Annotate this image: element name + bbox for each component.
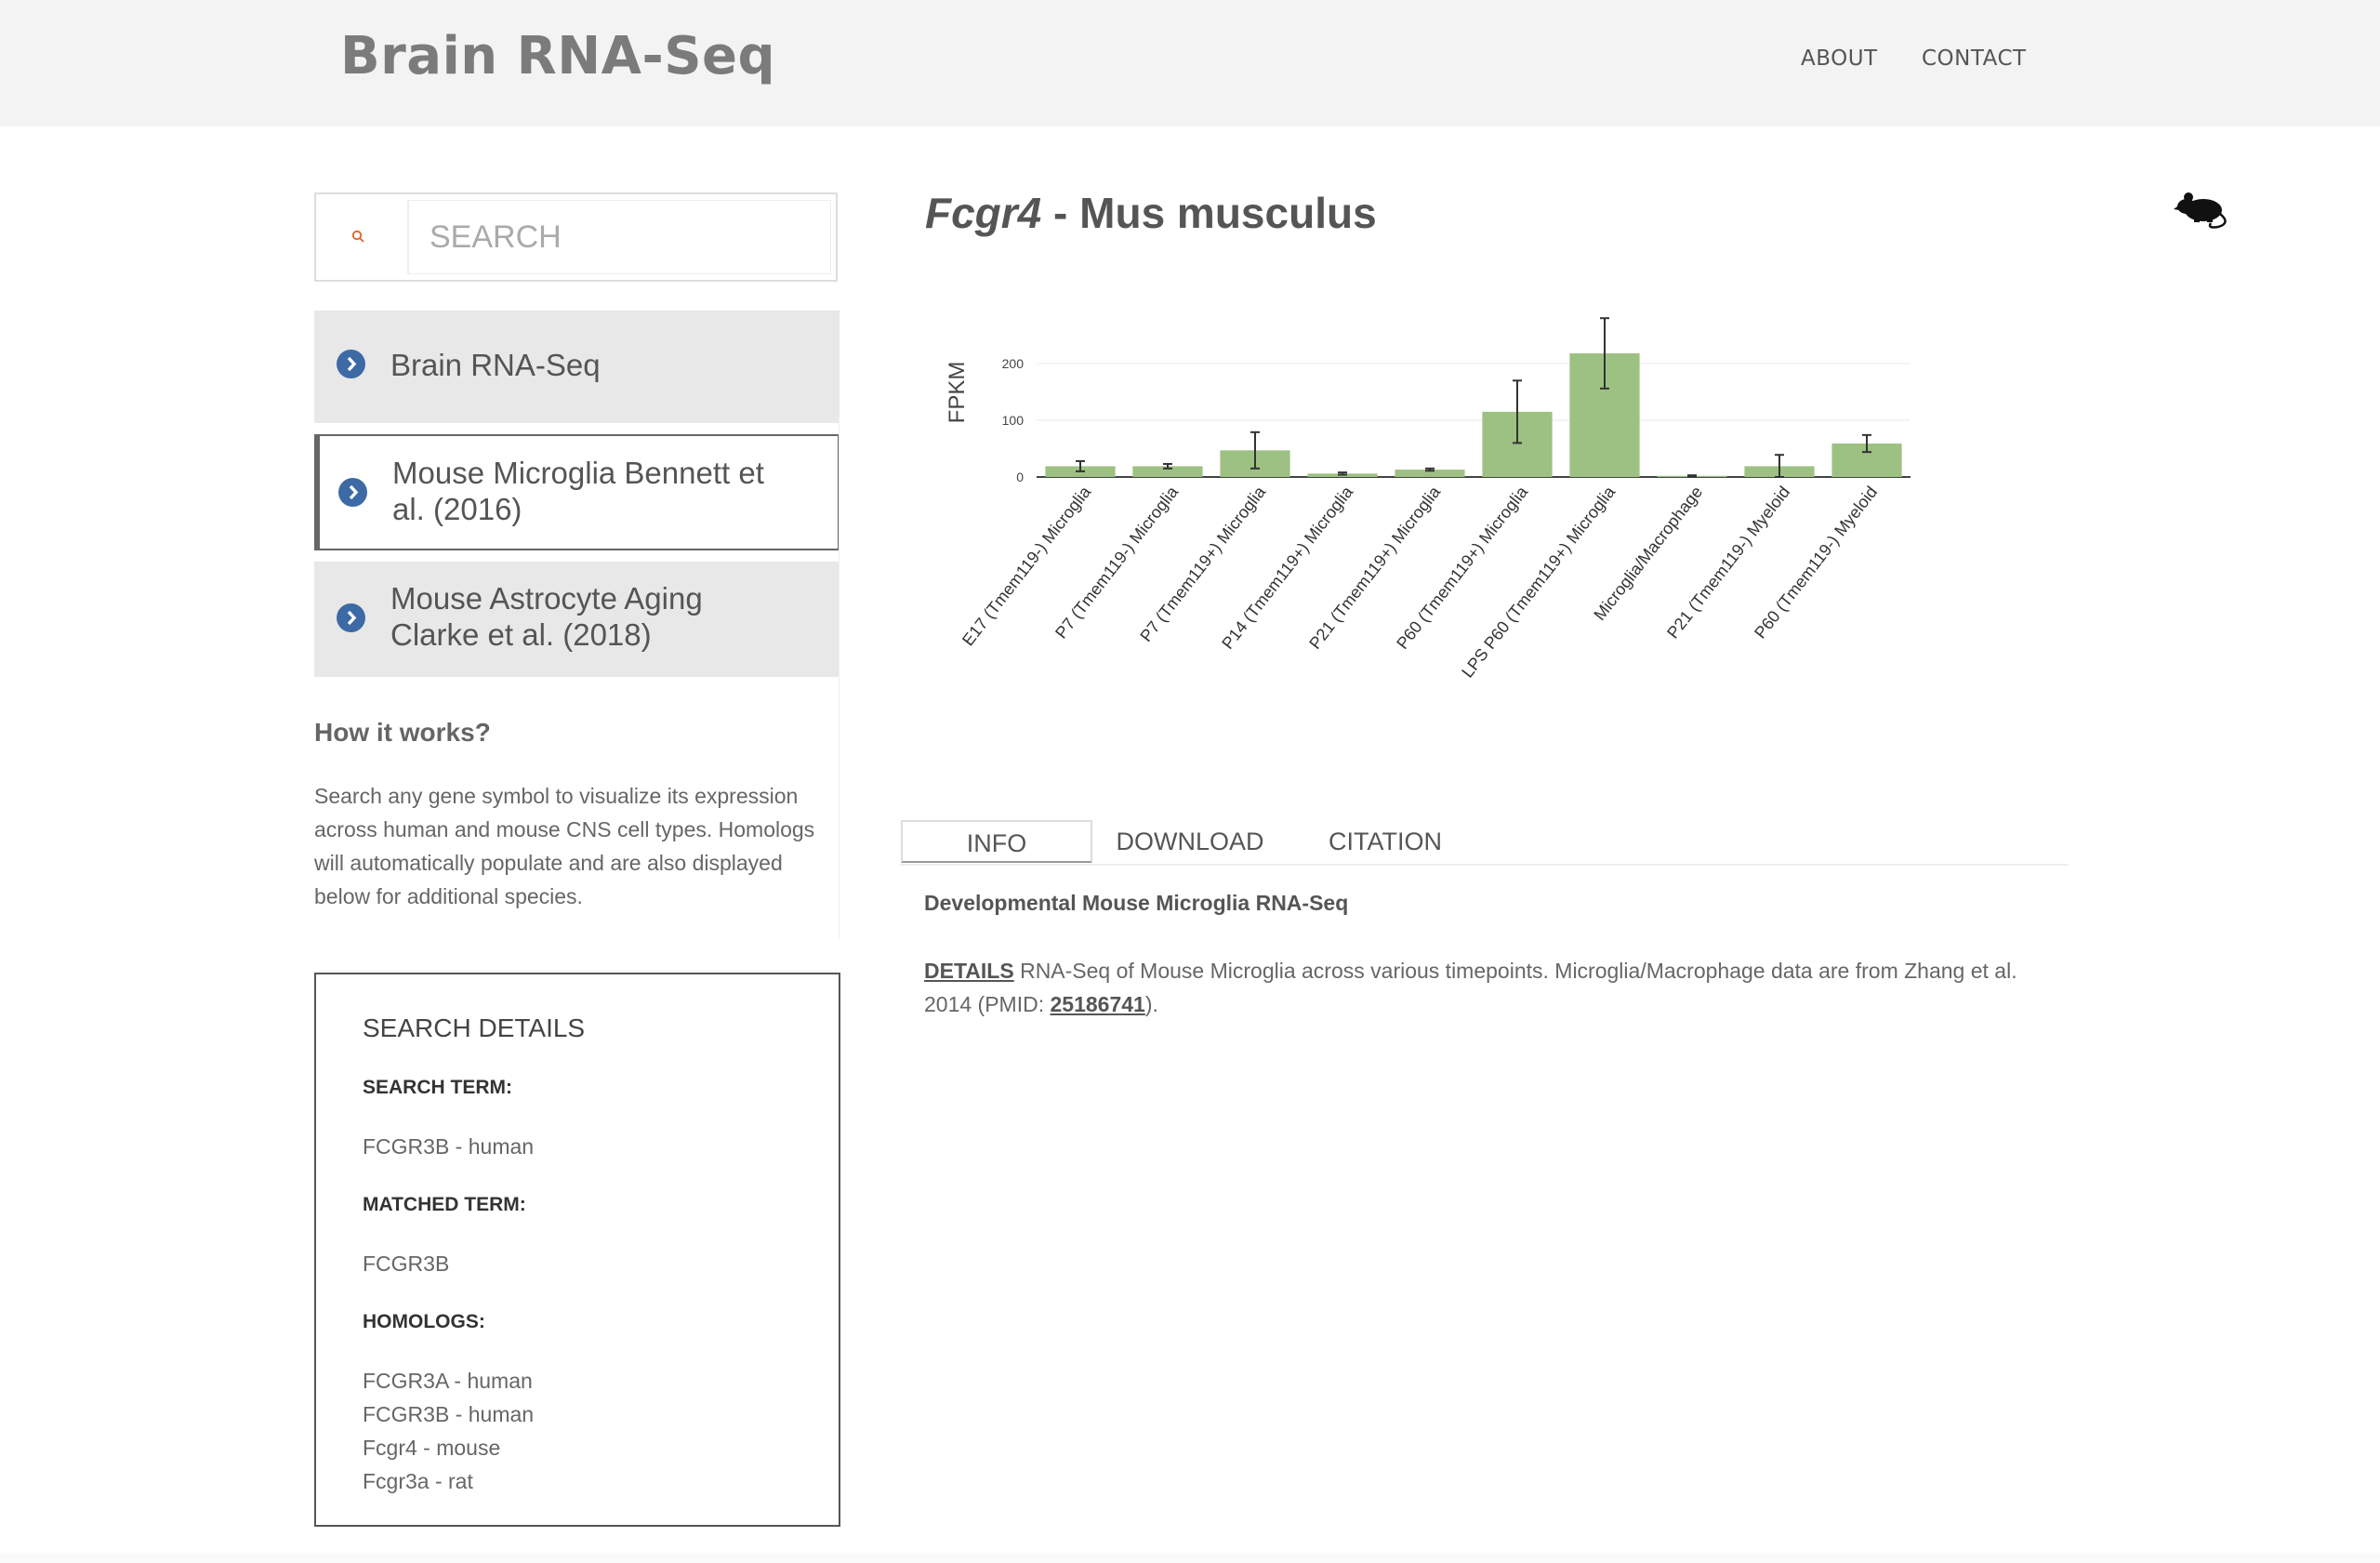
homolog-item[interactable]: Fcgr4 - mouse (363, 1436, 501, 1460)
matched-term-value: FCGR3B (363, 1252, 450, 1276)
search-term-label: SEARCH TERM: (363, 1077, 512, 1098)
x-tick-label: LPS P60 (Tmem119+) Microglia (1458, 482, 1620, 681)
chevron-right-circle-icon (337, 350, 365, 378)
homologs-label: HOMOLOGS: (363, 1311, 485, 1332)
chevron-right-circle-icon (338, 478, 367, 507)
how-it-works-title: How it works? (314, 718, 491, 747)
tab-info[interactable]: INFO (901, 820, 1092, 863)
dataset-mouse-microglia-bennett[interactable]: Mouse Microglia Bennett et al. (2016) (314, 434, 840, 550)
search-details-panel: SEARCH DETAILS SEARCH TERM: FCGR3B - hum… (314, 973, 840, 1527)
tab-citation[interactable]: CITATION (1329, 828, 1442, 855)
details-text: RNA-Seq of Mouse Microglia across variou… (924, 959, 2017, 1016)
homolog-item[interactable]: Fcgr3a - rat (363, 1469, 473, 1493)
search-input[interactable] (407, 200, 831, 274)
nav-about-link[interactable]: ABOUT (1801, 46, 1878, 71)
y-tick-label: 0 (1016, 470, 1024, 484)
bar (1132, 466, 1203, 477)
homolog-item[interactable]: FCGR3A - human (363, 1369, 533, 1393)
y-axis-label: FPKM (945, 362, 970, 424)
details-label: DETAILS (924, 959, 1014, 983)
dataset-brain-rna-seq[interactable]: Brain RNA-Seq (314, 311, 840, 423)
search-icon[interactable] (351, 230, 364, 243)
sidebar-divider (839, 418, 840, 939)
how-it-works-text: Search any gene symbol to visualize its … (314, 784, 815, 908)
details-end: ). (1144, 992, 1158, 1016)
site-logo[interactable]: Brain RNA-Seq (340, 26, 776, 86)
search-term-value: FCGR3B - human (363, 1134, 535, 1159)
dataset-label: Brain RNA-Seq (390, 348, 601, 382)
top-header: Brain RNA-Seq ABOUT CONTACT (0, 0, 2380, 126)
dataset-label: Mouse Astrocyte Aging Clarke et al. (201… (390, 581, 703, 652)
y-tick-label: 100 (1002, 413, 1025, 428)
gene-title: Fcgr4 - Mus musculus (925, 188, 1377, 238)
matched-term-label: MATCHED TERM: (363, 1194, 526, 1215)
search-details-title: SEARCH DETAILS (363, 1013, 586, 1042)
tab-download[interactable]: DOWNLOAD (1116, 828, 1264, 855)
chevron-right-circle-icon (337, 603, 365, 632)
dataset-info-title: Developmental Mouse Microglia RNA-Seq (924, 891, 1349, 915)
bar (1395, 470, 1465, 477)
dataset-info-text: DETAILS RNA-Seq of Mouse Microglia acros… (924, 954, 2049, 1021)
gene-symbol: Fcgr4 (925, 189, 1042, 237)
dataset-label: Mouse Microglia Bennett et al. (2016) (392, 456, 764, 526)
mouse-species-icon (2174, 192, 2227, 229)
nav-contact-link[interactable]: CONTACT (1922, 46, 2027, 71)
pmid-link[interactable]: 25186741 (1050, 992, 1145, 1016)
homolog-item[interactable]: FCGR3B - human (363, 1402, 535, 1426)
gene-species: Mus musculus (1079, 189, 1377, 237)
y-tick-label: 200 (1002, 356, 1025, 371)
gene-title-separator: - (1041, 189, 1080, 237)
dataset-mouse-astrocyte-aging[interactable]: Mouse Astrocyte Aging Clarke et al. (201… (314, 562, 840, 677)
tabs-divider (900, 864, 2069, 866)
search-box (314, 192, 838, 282)
